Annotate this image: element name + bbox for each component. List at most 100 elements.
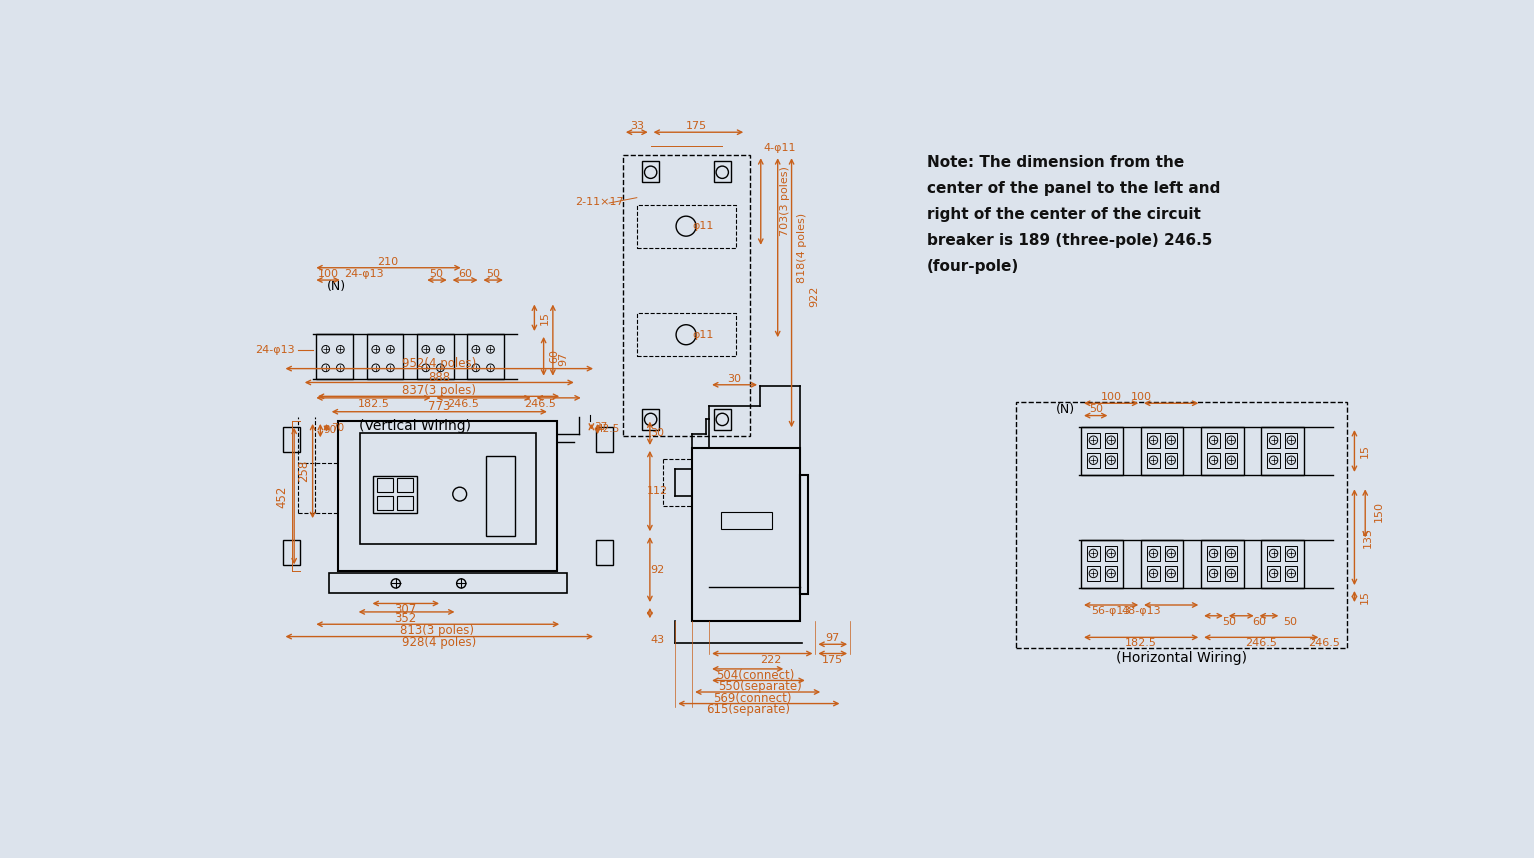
Bar (1226, 452, 1238, 468)
Text: 246.5: 246.5 (1307, 638, 1339, 649)
Text: 452: 452 (275, 486, 288, 508)
Bar (1147, 546, 1160, 561)
Bar (1267, 432, 1279, 448)
Bar (417, 334, 454, 378)
Bar (1267, 565, 1279, 581)
Text: 4-φ11: 4-φ11 (762, 142, 796, 153)
Text: 50: 50 (430, 269, 443, 279)
Text: 773: 773 (428, 400, 449, 413)
Text: 112: 112 (647, 486, 669, 496)
Bar (486, 456, 515, 536)
Text: 37: 37 (594, 422, 607, 432)
Text: 50: 50 (486, 269, 500, 279)
Bar (1285, 546, 1298, 561)
Text: 90: 90 (324, 426, 336, 435)
Bar (643, 160, 660, 182)
Bar (1201, 541, 1244, 588)
Text: 813(3 poles): 813(3 poles) (400, 624, 474, 637)
Bar (1207, 546, 1220, 561)
Text: 922: 922 (810, 286, 819, 307)
Text: 352: 352 (394, 612, 417, 625)
Bar (1201, 427, 1244, 474)
Bar (1016, 402, 1347, 648)
Bar (1147, 452, 1160, 468)
Text: (Horizontal Wiring): (Horizontal Wiring) (1115, 651, 1247, 665)
Text: 42.5: 42.5 (597, 424, 620, 433)
Text: 97: 97 (558, 353, 569, 366)
Bar (1104, 546, 1117, 561)
Text: 50: 50 (1089, 404, 1103, 414)
Text: 100: 100 (1100, 392, 1121, 402)
Bar (623, 155, 750, 437)
Text: 258: 258 (298, 460, 310, 482)
Text: 307: 307 (394, 603, 417, 616)
Text: 56-φ13: 56-φ13 (1091, 606, 1131, 616)
Text: (N): (N) (1055, 403, 1075, 416)
Text: 182.5: 182.5 (1126, 638, 1157, 649)
Bar (643, 408, 660, 430)
Bar (1088, 565, 1100, 581)
Text: 33: 33 (630, 121, 644, 131)
Text: 60: 60 (549, 349, 560, 363)
Text: (Vertical Wiring): (Vertical Wiring) (359, 420, 471, 433)
Bar (1104, 432, 1117, 448)
Text: 150: 150 (1374, 500, 1384, 522)
Bar (1141, 427, 1184, 474)
Text: 615(separate): 615(separate) (706, 704, 790, 716)
Text: 50: 50 (1284, 617, 1298, 627)
Text: 100: 100 (318, 269, 339, 279)
Bar (597, 541, 614, 565)
Bar (1164, 546, 1177, 561)
Bar (1261, 427, 1304, 474)
Bar (1261, 541, 1304, 588)
Text: 550(separate): 550(separate) (718, 680, 802, 693)
Text: 50: 50 (1223, 617, 1236, 627)
Bar (637, 313, 736, 355)
Text: 70: 70 (331, 423, 344, 433)
Text: 92: 92 (650, 565, 664, 575)
Bar (1147, 432, 1160, 448)
Text: 888: 888 (428, 371, 449, 384)
Text: 24-φ13: 24-φ13 (255, 345, 295, 355)
Bar (1285, 432, 1298, 448)
Bar (713, 408, 730, 430)
Text: 504(connect): 504(connect) (716, 668, 795, 681)
Bar (1226, 546, 1238, 561)
Bar (1147, 565, 1160, 581)
Text: 97: 97 (825, 633, 839, 644)
Text: 818(4 poles): 818(4 poles) (798, 213, 807, 283)
Text: 182.5: 182.5 (357, 399, 390, 409)
Bar (597, 427, 614, 452)
Text: 222: 222 (759, 655, 781, 665)
Text: Note: The dimension from the
center of the panel to the left and
right of the ce: Note: The dimension from the center of t… (927, 155, 1221, 274)
Text: 2-11×17: 2-11×17 (575, 197, 624, 208)
Text: 30: 30 (727, 373, 741, 384)
Bar (713, 160, 730, 182)
Bar (337, 421, 557, 571)
Bar (1081, 427, 1123, 474)
Bar (1081, 541, 1123, 588)
Text: 952(4 poles): 952(4 poles) (402, 357, 476, 370)
Bar (1088, 452, 1100, 468)
Bar (1088, 432, 1100, 448)
Text: 48-φ13: 48-φ13 (1121, 606, 1161, 616)
Bar (1164, 432, 1177, 448)
Text: 569(connect): 569(connect) (713, 692, 792, 704)
Text: 15: 15 (1361, 589, 1370, 603)
Text: 246.5: 246.5 (525, 399, 557, 409)
Text: 24-φ13: 24-φ13 (344, 269, 384, 279)
Bar (1226, 565, 1238, 581)
Bar (397, 496, 414, 510)
Bar (637, 205, 736, 248)
Bar (1207, 565, 1220, 581)
Text: φ11: φ11 (692, 329, 713, 340)
Text: 30: 30 (650, 428, 664, 438)
Text: 15: 15 (540, 311, 551, 325)
Text: 246.5: 246.5 (448, 399, 480, 409)
Bar (692, 448, 801, 621)
Bar (316, 334, 353, 378)
Text: φ11: φ11 (692, 221, 713, 231)
Bar (1088, 546, 1100, 561)
Bar (367, 334, 403, 378)
Bar (282, 541, 299, 565)
